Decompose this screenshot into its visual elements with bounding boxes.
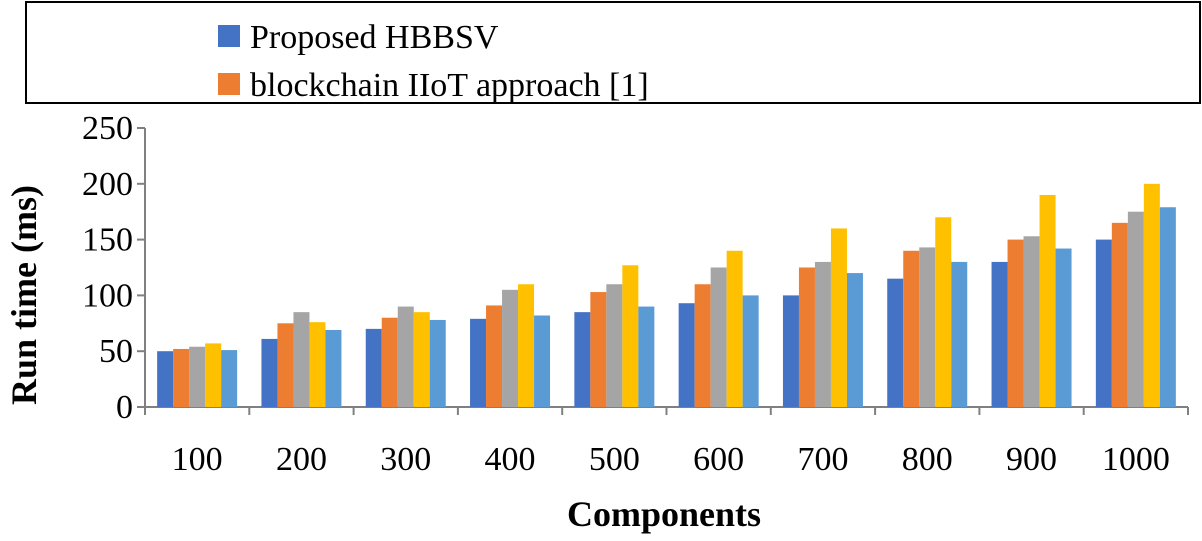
y-axis-ticks: 0 50 100 150 200 250	[82, 110, 145, 426]
bar-series-5	[1055, 248, 1072, 407]
bar-series-5	[1159, 207, 1176, 407]
bar-series-5	[951, 261, 968, 407]
bar-series-4	[518, 284, 535, 407]
x-tick-label: 200	[276, 441, 327, 478]
y-tick-label: 0	[116, 389, 133, 426]
bar-series-2	[798, 267, 815, 407]
bar-series-1	[365, 328, 382, 407]
y-tick-label: 200	[82, 166, 133, 203]
x-tick-label: 100	[172, 441, 223, 478]
bar-series-2	[903, 250, 920, 407]
x-tick-label: 700	[797, 441, 848, 478]
bar-series-3	[919, 247, 936, 407]
bar-series-2	[381, 317, 398, 407]
bar-series-2	[173, 348, 190, 407]
legend-swatch	[218, 73, 240, 95]
x-tick-label: 1000	[1102, 441, 1170, 478]
bar-series-2	[1111, 222, 1128, 407]
legend-label: Proposed HBBSV	[250, 19, 499, 56]
bar-series-3	[1127, 211, 1144, 407]
bar-series-4	[413, 312, 430, 407]
x-tick-label: 400	[485, 441, 536, 478]
bar-series-4	[309, 322, 326, 407]
bar-series-1	[991, 261, 1008, 407]
bar-series-5	[638, 306, 655, 407]
bar-series-1	[678, 303, 695, 407]
bar-series-2	[277, 323, 294, 407]
y-axis-title: Run time (ms)	[4, 185, 44, 405]
bar-series-2	[694, 284, 711, 407]
bar-series-1	[574, 312, 591, 407]
y-tick-label: 50	[99, 333, 133, 370]
bar-series-5	[221, 350, 238, 407]
x-axis-ticks: 100 200 300 400 500 600 700 800 900 1000	[144, 407, 1189, 478]
y-tick-label: 250	[82, 110, 133, 147]
bar-series-4	[726, 250, 743, 407]
x-tick-label: 800	[902, 441, 953, 478]
bar-series-4	[205, 343, 222, 407]
bar-series-5	[742, 295, 759, 407]
bar-series-1	[157, 351, 174, 407]
legend: Proposed HBBSV blockchain IIoT approach […	[25, 1, 1201, 104]
bar-series-2	[1007, 239, 1024, 407]
bar-series-4	[622, 265, 639, 407]
bar-series-4	[830, 228, 847, 407]
legend-items: Proposed HBBSV blockchain IIoT approach […	[218, 19, 649, 104]
plot-area: 0 50 100 150 200 250 100 200 300 400 500 600 700 800…	[82, 110, 1189, 478]
bar-series-3	[814, 261, 831, 407]
bar-series-3	[1023, 236, 1040, 407]
bar-series-5	[846, 273, 863, 407]
bar-series-5	[534, 315, 551, 407]
x-tick-label: 300	[380, 441, 431, 478]
y-tick-label: 100	[82, 277, 133, 314]
bar-series-5	[325, 329, 342, 407]
bars	[157, 183, 1176, 407]
legend-label: blockchain IIoT approach [1]	[250, 67, 649, 104]
bar-series-1	[887, 278, 904, 407]
bar-series-2	[590, 292, 607, 407]
bar-series-3	[293, 312, 310, 407]
bar-series-3	[606, 284, 623, 407]
bar-series-3	[710, 267, 727, 407]
bar-series-4	[1039, 194, 1056, 407]
bar-series-4	[1143, 183, 1160, 407]
bar-series-3	[502, 289, 519, 407]
bar-series-3	[397, 306, 414, 407]
bar-series-1	[470, 318, 487, 407]
x-tick-label: 500	[589, 441, 640, 478]
bar-series-4	[935, 217, 952, 407]
y-tick-label: 150	[82, 222, 133, 259]
bar-series-3	[189, 346, 206, 407]
bar-series-5	[429, 319, 446, 407]
bar-series-1	[782, 295, 799, 407]
bar-series-1	[261, 338, 278, 407]
x-tick-label: 600	[693, 441, 744, 478]
legend-swatch	[218, 25, 240, 47]
x-axis-title: Components	[567, 494, 761, 534]
x-tick-label: 900	[1006, 441, 1057, 478]
bar-series-2	[486, 305, 503, 407]
bar-series-1	[1095, 239, 1112, 407]
